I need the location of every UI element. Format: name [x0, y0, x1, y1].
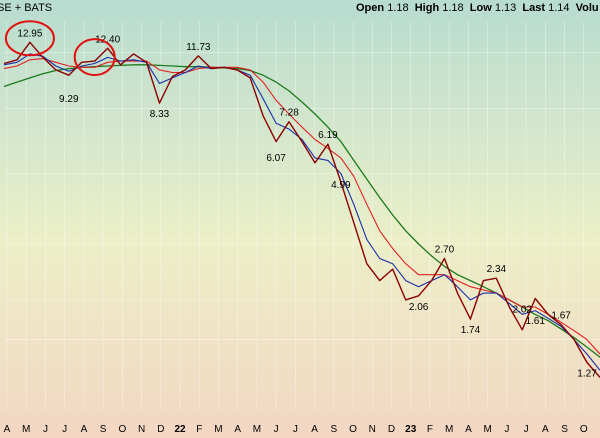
price-line: [3, 41, 600, 378]
last-label: Last: [522, 2, 546, 14]
price-annotation: 1.61: [525, 316, 545, 327]
price-annotation: 1.74: [461, 325, 481, 336]
x-tick-label: D: [157, 424, 164, 435]
x-tick-label: 23: [405, 424, 417, 435]
x-tick-label: D: [388, 424, 395, 435]
highlight-circle: [4, 20, 55, 57]
low-value: 1.13: [494, 2, 517, 14]
volume-label: Volu: [575, 2, 599, 14]
high-label: High: [414, 2, 440, 14]
x-axis-tick-labels: A M J J A S O N D 22 F M A M J J A S O N D 23 F M A M J J A S O: [4, 424, 588, 435]
x-tick-label: J: [504, 424, 509, 435]
price-annotation: 1.27: [577, 369, 597, 380]
gridlines: [4, 22, 600, 410]
price-annotation: 2.70: [435, 244, 455, 255]
x-tick-label: M: [253, 424, 261, 435]
x-tick-label: A: [81, 424, 88, 435]
last-value: 1.14: [548, 2, 570, 14]
x-tick-label: M: [445, 424, 453, 435]
x-tick-label: M: [483, 424, 491, 435]
high-value: 1.18: [442, 2, 464, 14]
x-tick-label: 22: [174, 424, 186, 435]
x-tick-label: J: [62, 424, 67, 435]
x-tick-label: F: [196, 424, 202, 435]
price-annotation: 6.07: [266, 153, 286, 164]
price-annotation: 8.33: [150, 109, 170, 120]
price-annotation: 2.34: [487, 264, 507, 275]
x-tick-label: O: [580, 424, 588, 435]
moving-average-short-line: [3, 53, 600, 371]
price-annotation: 12.95: [17, 28, 42, 39]
price-annotation: 7.28: [279, 108, 299, 119]
x-tick-label: O: [118, 424, 126, 435]
x-tick-label: F: [427, 424, 433, 435]
x-tick-label: N: [138, 424, 145, 435]
x-tick-label: J: [524, 424, 529, 435]
x-tick-label: O: [349, 424, 357, 435]
price-annotation: 11.73: [186, 42, 211, 53]
x-tick-label: A: [4, 424, 11, 435]
x-tick-label: S: [100, 424, 107, 435]
x-tick-label: J: [43, 424, 48, 435]
low-label: Low: [469, 2, 492, 14]
x-tick-label: N: [369, 424, 376, 435]
price-annotation: 2.02: [513, 305, 533, 316]
price-annotation: 4.99: [331, 180, 351, 191]
price-annotation: 6.19: [318, 130, 338, 141]
price-annotation: 2.06: [409, 302, 429, 313]
x-tick-label: M: [22, 424, 30, 435]
highlight-circle: [73, 38, 116, 77]
x-tick-label: M: [214, 424, 222, 435]
value-annotations: 12.95 9.29 12.40 8.33 11.73 7.28 6.07 6.19 4.99 2…: [17, 28, 597, 379]
x-tick-label: A: [542, 424, 549, 435]
open-label: Open: [356, 2, 385, 14]
price-annotation: 1.67: [551, 311, 571, 322]
x-tick-label: J: [293, 424, 298, 435]
price-annotation: 9.29: [59, 94, 79, 105]
x-tick-label: S: [561, 424, 568, 435]
x-tick-label: J: [274, 424, 279, 435]
symbol-label: SE + BATS: [0, 2, 53, 14]
x-tick-label: A: [311, 424, 318, 435]
ohlc-readout: Open 1.18 High 1.18 Low 1.13 Last 1.14 V…: [356, 2, 599, 14]
price-annotation: 12.40: [95, 34, 120, 45]
x-tick-label: A: [234, 424, 241, 435]
moving-average-mid-line: [3, 58, 600, 355]
x-tick-label: A: [465, 424, 472, 435]
series-layer: [3, 41, 600, 378]
highlight-circles: [4, 20, 116, 77]
open-value: 1.18: [387, 2, 409, 14]
x-tick-label: S: [331, 424, 338, 435]
